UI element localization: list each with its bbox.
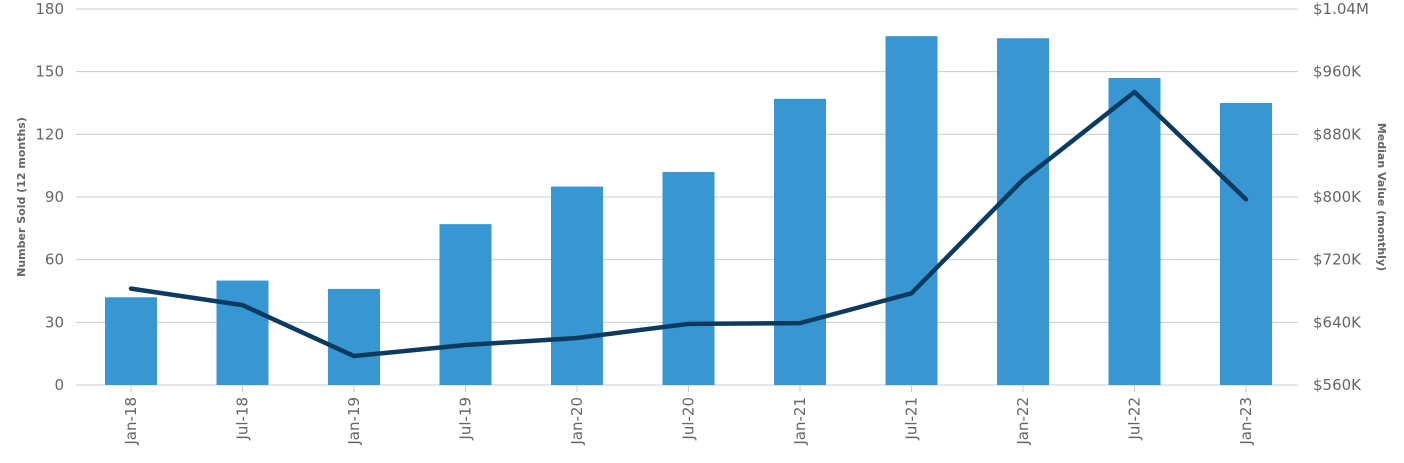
x-tick-label: Jul-22 [1126,397,1144,441]
x-tick-label: Jan-23 [1237,397,1255,446]
left-axis-ticks: 0 30 60 90 120 150 180 [35,0,64,394]
left-axis-tick-label: 180 [35,0,64,18]
bar [551,186,603,385]
bar [328,288,380,385]
bar [662,171,715,385]
x-tick-label: Jul-18 [234,397,252,441]
right-axis-tick-label: $560K [1313,376,1362,394]
right-axis-ticks: $560K $640K $720K $800K $880K $960K $1.04M [1313,0,1369,394]
bar [216,280,269,385]
left-axis-tick-label: 120 [35,125,64,143]
line-layer [128,89,1249,359]
right-axis-tick-label: $960K [1313,63,1362,81]
x-axis-ticks: Jan-18 Jul-18 Jan-19 Jul-19 Jan-20 Jul-20 Jan-… [122,385,1255,446]
x-tick-label: Jan-19 [345,397,363,446]
left-axis-tick-label: 90 [45,188,64,206]
bar [105,297,157,385]
right-axis-tick-label: $1.04M [1313,0,1369,18]
x-tick-label: Jan-22 [1014,397,1032,446]
bar [774,98,826,386]
bar-layer [105,36,1272,386]
right-axis-tick-label: $640K [1313,313,1362,331]
bar [1108,77,1161,385]
left-axis-tick-label: 60 [45,251,64,269]
bar [885,36,938,386]
left-axis-title: Number Sold (12 months) [15,117,28,277]
left-axis-tick-label: 30 [45,313,64,331]
right-axis-tick-label: $800K [1313,188,1362,206]
left-axis-tick-label: 150 [35,63,64,81]
x-tick-label: Jan-21 [791,397,809,446]
bar [997,38,1049,385]
right-axis-title: Median Value (monthly) [1375,123,1388,271]
median-value-line [128,89,1249,359]
right-axis-tick-label: $720K [1313,251,1362,269]
x-tick-label: Jul-20 [680,397,698,441]
x-tick-label: Jan-20 [568,397,586,446]
bar [1220,103,1272,385]
right-axis-tick-label: $880K [1313,125,1362,143]
x-tick-label: Jan-18 [122,397,140,446]
x-tick-label: Jul-21 [903,397,921,441]
left-axis-tick-label: 0 [54,376,64,394]
bar [439,224,492,385]
x-tick-label: Jul-19 [457,397,475,441]
